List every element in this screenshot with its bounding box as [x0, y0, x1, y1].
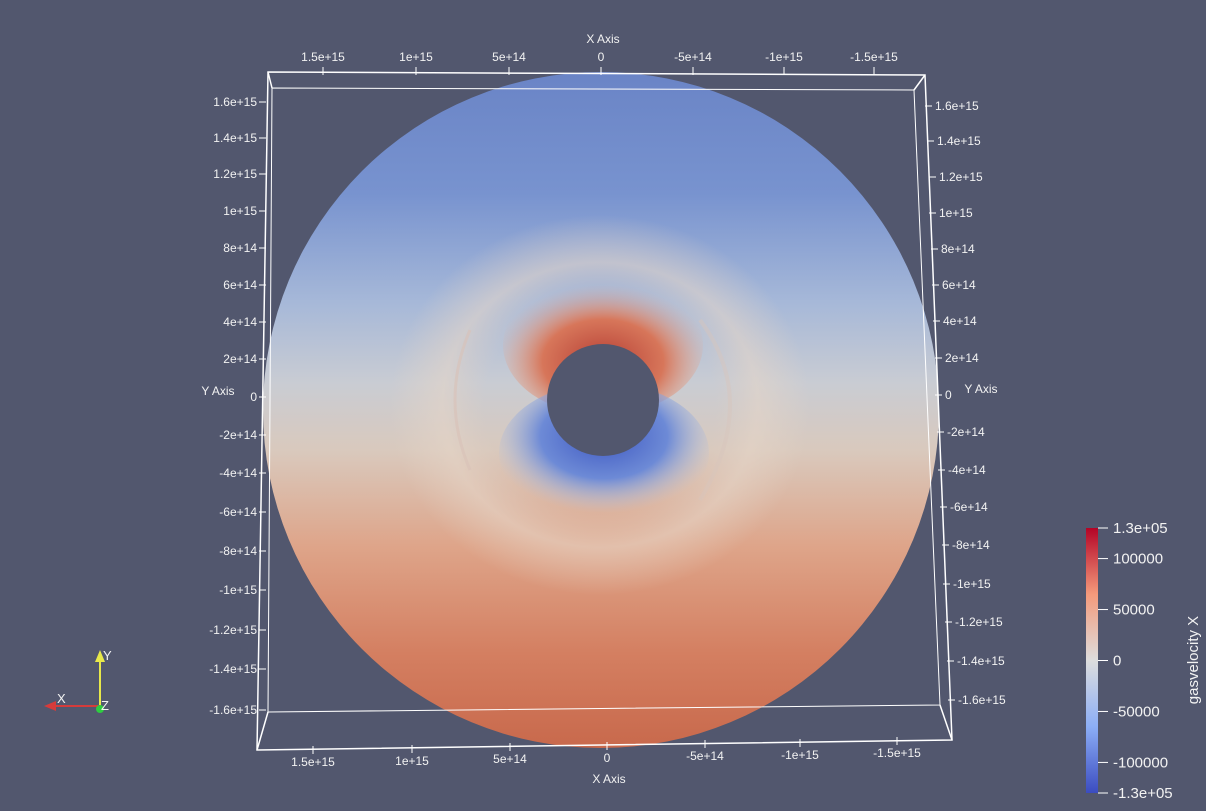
left-y-tick-label: -1.2e+15	[209, 623, 257, 637]
top-x-ticks: 1.5e+15 1e+15 5e+14 0 -5e+14 -1e+15 -1.5e+15	[301, 50, 898, 75]
top-x-tick-label: 1e+15	[399, 50, 433, 64]
right-y-tick-label: -2e+14	[947, 425, 985, 439]
shock-arc	[453, 329, 472, 471]
right-y-tick-label: -1.2e+15	[955, 615, 1003, 629]
left-y-tick-label: -8e+14	[219, 544, 257, 558]
triad-z-dot-icon	[96, 705, 104, 713]
left-y-tick-label: -4e+14	[219, 466, 257, 480]
bottom-x-tick-label: 1e+15	[395, 754, 429, 768]
bottom-x-ticks: 1.5e+15 1e+15 5e+14 0 -5e+14 -1e+15 -1.5e+15	[291, 737, 921, 769]
right-y-tick-label: 1e+15	[939, 206, 973, 220]
top-x-tick-label: -1e+15	[765, 50, 803, 64]
left-y-tick-label: 8e+14	[223, 241, 257, 255]
bottom-x-tick-label: 0	[604, 751, 611, 765]
triad-x-arrow-icon	[44, 701, 56, 711]
right-y-tick-label: 0	[945, 388, 952, 402]
right-y-tick-label: -8e+14	[952, 538, 990, 552]
right-y-tick-label: -1.6e+15	[958, 693, 1006, 707]
left-y-tick-label: 1.4e+15	[213, 131, 257, 145]
left-y-tick-label: 1e+15	[223, 204, 257, 218]
left-y-tick-label: -1.4e+15	[209, 662, 257, 676]
left-y-tick-label: 2e+14	[223, 352, 257, 366]
colorbar-tick-label: 0	[1113, 653, 1121, 670]
colorbar-tick-label: -50000	[1113, 703, 1160, 720]
triad-x-label: X	[57, 691, 66, 706]
left-y-tick-label: 4e+14	[223, 315, 257, 329]
right-y-tick-label: -4e+14	[948, 463, 986, 477]
top-x-tick-label: 5e+14	[492, 50, 526, 64]
right-y-tick-label: -1e+15	[953, 577, 991, 591]
bottom-x-tick-label: 1.5e+15	[291, 755, 335, 769]
left-y-tick-label: -1e+15	[219, 583, 257, 597]
colorbar-tick-label: 50000	[1113, 602, 1155, 619]
left-y-axis-title: Y Axis	[201, 384, 234, 398]
inner-hole	[547, 344, 659, 456]
colorbar-tick-label: -100000	[1113, 754, 1168, 771]
top-x-axis-title: X Axis	[586, 32, 619, 46]
top-x-tick-label: -5e+14	[674, 50, 712, 64]
right-y-tick-label: 4e+14	[943, 314, 977, 328]
right-y-tick-label: 6e+14	[942, 278, 976, 292]
box-edge-2	[913, 74, 926, 91]
bottom-x-axis-title: X Axis	[592, 772, 625, 786]
bottom-x-tick-label: -1.5e+15	[873, 746, 921, 760]
right-y-ticks: 1.6e+15 1.4e+15 1.2e+15 1e+15 8e+14 6e+14 4e+1…	[925, 99, 1006, 707]
bottom-x-tick-label: -5e+14	[686, 749, 724, 763]
right-y-tick-label: 1.2e+15	[939, 170, 983, 184]
bottom-x-tick-label: 5e+14	[493, 752, 527, 766]
colorbar-tick-label: 1.3e+05	[1113, 520, 1168, 537]
triad-y-label: Y	[103, 648, 112, 663]
colorbar-ramp	[1086, 528, 1098, 793]
triad-y-arrow-icon	[95, 650, 105, 662]
triad-z-label: Z	[101, 698, 109, 713]
colorbar-ticks: 1.3e+05 100000 50000 0 -50000 -100000 -1.3e+05	[1098, 520, 1173, 802]
colorbar-tick-label: -1.3e+05	[1113, 785, 1173, 802]
left-y-tick-label: 0	[250, 390, 257, 404]
shock-arc-2	[698, 318, 732, 502]
colorbar-title: gasvelocity X	[1185, 616, 1202, 704]
right-y-tick-label: 2e+14	[945, 351, 979, 365]
velocity-field	[263, 72, 939, 748]
right-y-axis-title: Y Axis	[964, 382, 997, 396]
left-y-tick-label: 6e+14	[223, 278, 257, 292]
left-y-tick-label: 1.6e+15	[213, 95, 257, 109]
top-x-tick-label: -1.5e+15	[850, 50, 898, 64]
right-y-tick-label: 1.4e+15	[937, 134, 981, 148]
top-x-tick-label: 0	[598, 50, 605, 64]
right-y-tick-label: 1.6e+15	[935, 99, 979, 113]
box-edge-1	[267, 71, 273, 89]
left-y-tick-label: -6e+14	[219, 505, 257, 519]
box-edge-3	[939, 704, 953, 741]
left-y-tick-label: 1.2e+15	[213, 167, 257, 181]
bottom-x-tick-label: -1e+15	[781, 748, 819, 762]
right-y-tick-label: 8e+14	[941, 242, 975, 256]
top-x-tick-label: 1.5e+15	[301, 50, 345, 64]
left-y-ticks: 1.6e+15 1.4e+15 1.2e+15 1e+15 8e+14 6e+14 4e+1…	[209, 95, 266, 717]
box-edge-4	[256, 711, 269, 751]
bounding-box	[256, 71, 953, 751]
left-y-tick-label: -2e+14	[219, 428, 257, 442]
colorbar: 1.3e+05 100000 50000 0 -50000 -100000 -1.3e+05…	[1086, 520, 1202, 802]
right-y-tick-label: -1.4e+15	[957, 654, 1005, 668]
right-y-tick-label: -6e+14	[950, 500, 988, 514]
left-y-tick-label: -1.6e+15	[209, 703, 257, 717]
orientation-triad: Y X Z	[44, 648, 112, 713]
colorbar-tick-label: 100000	[1113, 551, 1163, 568]
